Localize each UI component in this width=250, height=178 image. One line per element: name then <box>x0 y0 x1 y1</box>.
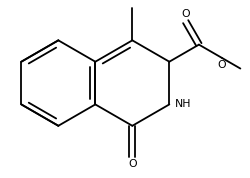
Text: O: O <box>181 9 190 19</box>
Text: O: O <box>218 60 226 70</box>
Text: NH: NH <box>175 99 192 109</box>
Text: O: O <box>128 159 137 169</box>
